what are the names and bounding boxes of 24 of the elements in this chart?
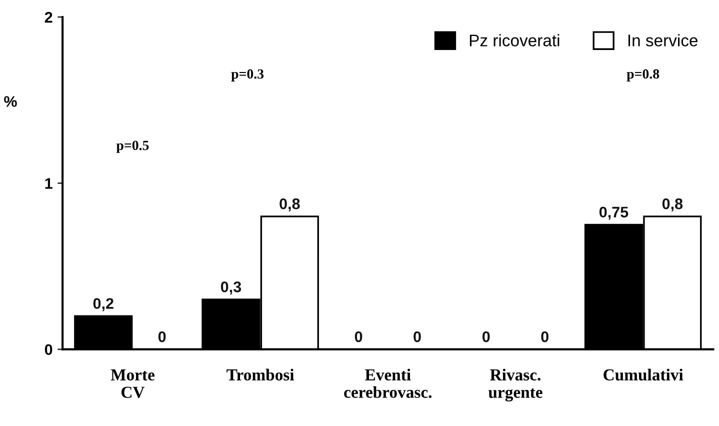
data-label: 0 <box>414 331 421 342</box>
annotation: p=0.8 <box>626 69 660 82</box>
y-tick-label: 2 <box>44 12 52 23</box>
data-label: 0,75 <box>599 206 628 220</box>
data-label: 0 <box>482 331 490 342</box>
data-label: 0,2 <box>93 298 114 312</box>
x-tick-label: Cumulativi <box>604 368 684 381</box>
y-tick-label: 0 <box>44 344 52 356</box>
data-label: 0 <box>354 331 362 342</box>
data-label: 0 <box>158 331 166 342</box>
legend-label: In service <box>628 34 698 46</box>
legend-label: Pz ricoverati <box>470 34 560 46</box>
data-label: 0,8 <box>662 198 683 212</box>
x-tick-label: Eventi cerebrovasc. <box>344 368 432 398</box>
data-label: 0,8 <box>280 198 300 212</box>
data-label: 0 <box>541 331 548 342</box>
x-tick-label: Trombosi <box>226 368 294 380</box>
x-tick-label: Rivasc. urgente <box>488 368 542 402</box>
annotation: p=0.3 <box>231 69 264 82</box>
annotation: p=0.5 <box>116 140 149 153</box>
y-axis-title: % <box>4 96 17 107</box>
data-label: 0,3 <box>220 281 242 295</box>
x-tick-label: Morte CV <box>110 369 154 398</box>
y-tick-label: 1 <box>45 178 52 189</box>
